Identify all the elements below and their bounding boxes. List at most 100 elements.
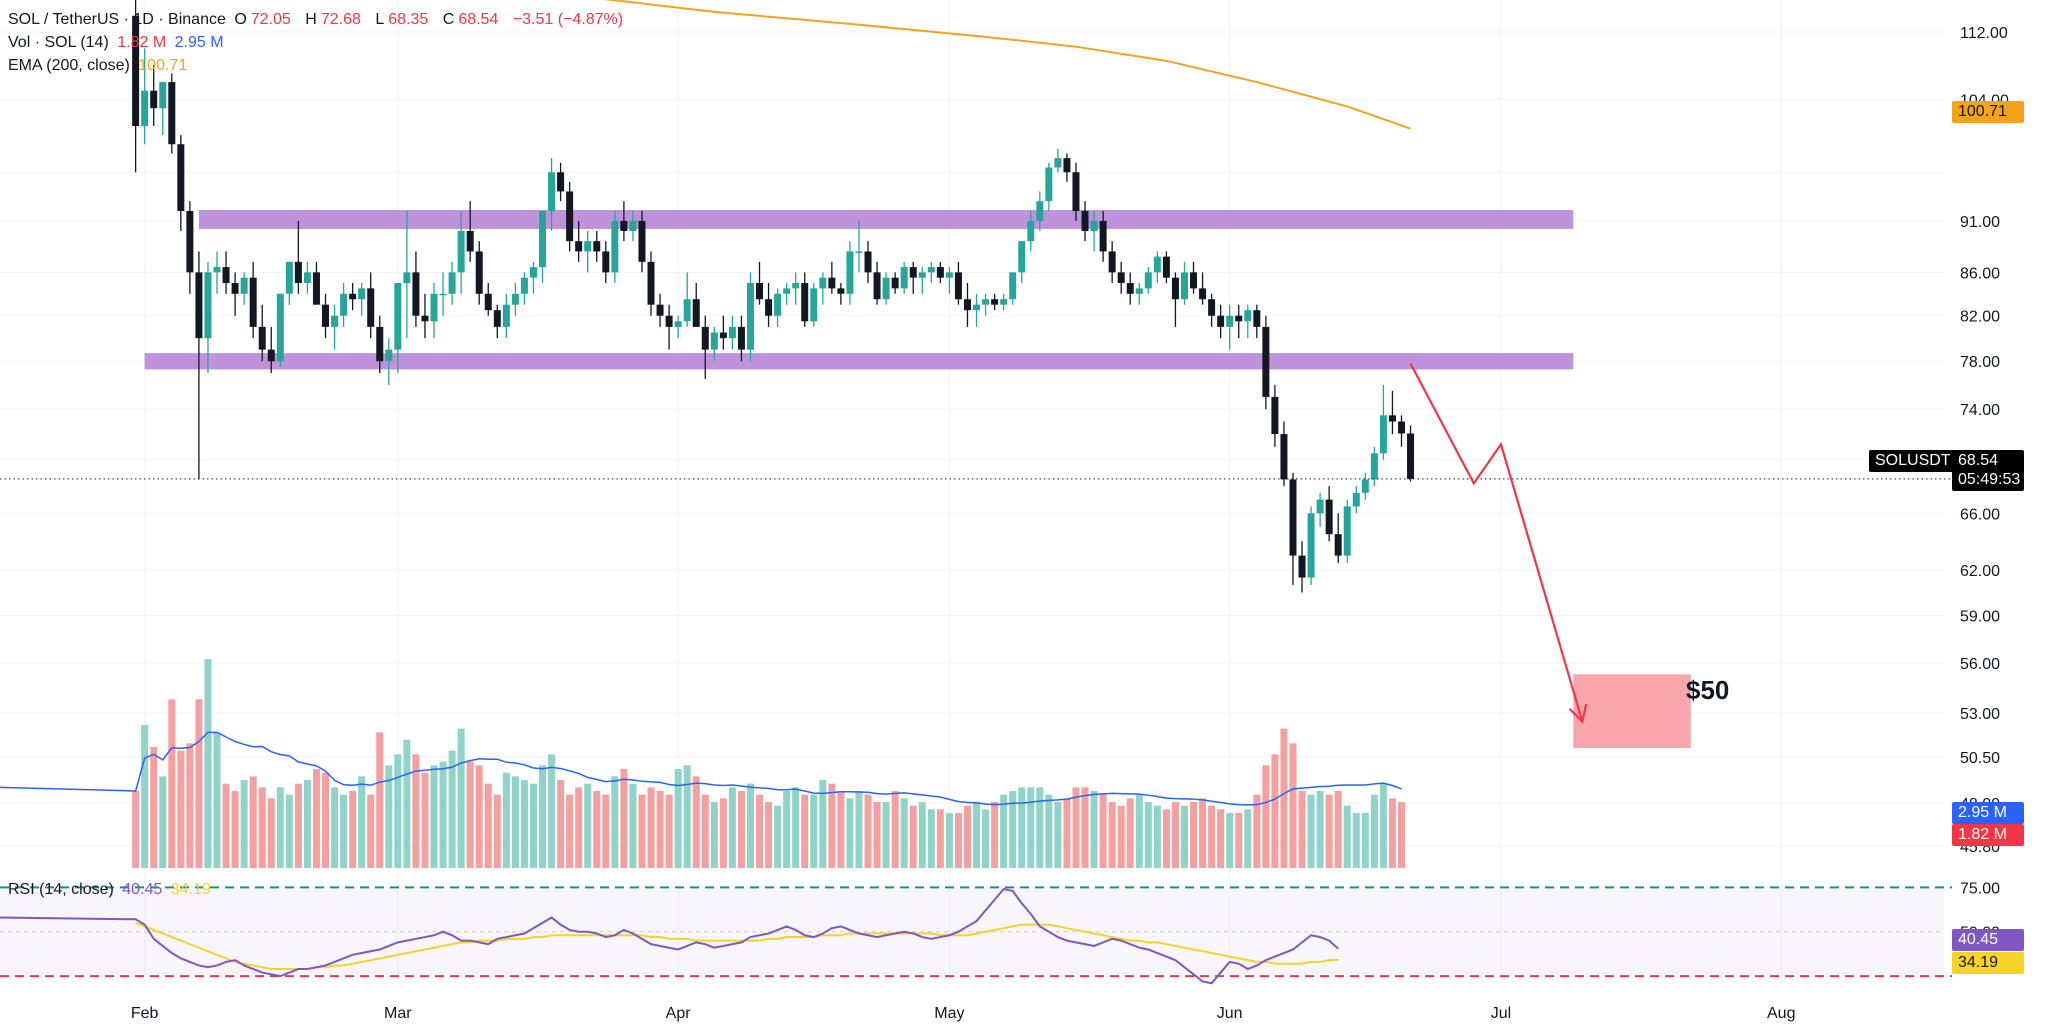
volume-bar xyxy=(629,783,637,868)
last-price-badge: 68.54 xyxy=(1952,450,2024,472)
candle-body xyxy=(1036,201,1044,221)
volume-bar xyxy=(1253,794,1261,868)
candle-body xyxy=(810,288,818,322)
candle-body xyxy=(1153,256,1161,273)
projection-arrow xyxy=(1409,363,1584,722)
candle-body xyxy=(1054,158,1062,168)
candle-body xyxy=(719,332,727,339)
volume-bar xyxy=(719,798,727,868)
candle-body xyxy=(1271,396,1279,435)
candle-body xyxy=(783,288,791,294)
legend-ema-value: 100.71 xyxy=(138,57,188,74)
candle-body xyxy=(132,15,140,127)
legend-open: 72.05 xyxy=(250,11,291,28)
candle-body xyxy=(322,304,330,327)
volume-bar xyxy=(457,728,465,868)
candle-body xyxy=(1208,299,1216,316)
volume-bar xyxy=(674,769,682,868)
candle-body xyxy=(656,304,664,316)
volume-bar xyxy=(421,772,429,868)
volume-bar xyxy=(466,761,474,868)
candle-body xyxy=(873,272,881,300)
volume-bar xyxy=(294,783,302,868)
volume-bar xyxy=(710,802,718,868)
volume-bar xyxy=(792,787,800,868)
candle-body xyxy=(746,283,754,350)
rsi-ma-line xyxy=(135,921,1339,971)
candle-body xyxy=(1180,272,1188,300)
volume-bar xyxy=(819,780,827,868)
volume-bar xyxy=(1117,805,1125,868)
candle-body xyxy=(1117,272,1125,284)
volume-bar xyxy=(195,699,203,868)
volume-bar xyxy=(602,794,610,868)
legend-rsi-label: RSI (14, close) xyxy=(8,881,114,898)
candle-body xyxy=(539,210,547,268)
legend-volume-ma-value: 2.95 M xyxy=(174,34,224,51)
volume-bar xyxy=(159,776,167,868)
volume-bar xyxy=(150,747,158,868)
volume-bar xyxy=(331,787,339,868)
time-tick-label: Jun xyxy=(1217,1005,1243,1022)
volume-bar xyxy=(511,776,519,868)
rsi-badge: 40.45 xyxy=(1952,929,2024,951)
candle-body xyxy=(918,272,926,278)
volume-bar xyxy=(891,791,899,868)
candle-body xyxy=(991,299,999,305)
candle-body xyxy=(358,288,366,300)
candle-body xyxy=(575,241,583,252)
volume-bar xyxy=(1090,791,1098,868)
volume-bar xyxy=(448,750,456,868)
price-tick-label: 56.00 xyxy=(1960,656,2000,673)
volume-bar xyxy=(765,802,773,868)
volume-bar xyxy=(529,783,537,868)
volume-bar xyxy=(231,791,239,868)
volume-bar xyxy=(1153,805,1161,868)
volume-bar xyxy=(141,725,149,868)
legend-rsi-value: 40.45 xyxy=(122,881,163,898)
candle-body xyxy=(674,321,682,327)
volume-bar xyxy=(394,754,402,868)
candle-body xyxy=(222,267,230,284)
volume-bar xyxy=(1379,783,1387,868)
volume-bar xyxy=(900,798,908,868)
volume-bar xyxy=(665,794,673,868)
volume-bar xyxy=(1388,798,1396,868)
price-tick-label: 91.00 xyxy=(1960,214,2000,231)
candle-body xyxy=(1063,158,1071,173)
candle-body xyxy=(692,299,700,327)
candle-body xyxy=(638,220,646,262)
candle-body xyxy=(430,293,438,322)
candle-body xyxy=(1361,479,1369,493)
volume-bar xyxy=(991,802,999,868)
volume-bar xyxy=(1018,787,1026,868)
candle-body xyxy=(1379,415,1387,454)
volume-bar xyxy=(1126,798,1134,868)
volume-bar xyxy=(1072,787,1080,868)
volume-bar xyxy=(1171,802,1179,868)
candle-body xyxy=(737,326,745,350)
candle-body xyxy=(1407,433,1415,479)
volume-bar xyxy=(132,791,140,868)
ema-price-badge: 100.71 xyxy=(1952,101,2024,123)
volume-ma-badge: 2.95 M xyxy=(1952,802,2024,824)
volume-bar xyxy=(973,802,981,868)
volume-bar xyxy=(303,780,311,868)
volume-bar xyxy=(385,765,393,868)
price-tick-label: 59.00 xyxy=(1960,608,2000,625)
candle-body xyxy=(1370,453,1378,480)
candle-body xyxy=(412,272,420,316)
candle-body xyxy=(665,315,673,327)
candle-body xyxy=(195,272,203,339)
candle-body xyxy=(954,272,962,300)
legend-low: 68.35 xyxy=(388,11,429,28)
legend-low-label: L xyxy=(375,11,385,28)
volume-bar xyxy=(493,794,501,868)
volume-bar xyxy=(683,765,691,868)
volume-bar xyxy=(1235,813,1243,868)
candle-body xyxy=(240,277,248,294)
volume-bar xyxy=(177,750,185,868)
volume-bar xyxy=(1226,813,1234,868)
legend-volume-value: 1.82 M xyxy=(117,34,167,51)
